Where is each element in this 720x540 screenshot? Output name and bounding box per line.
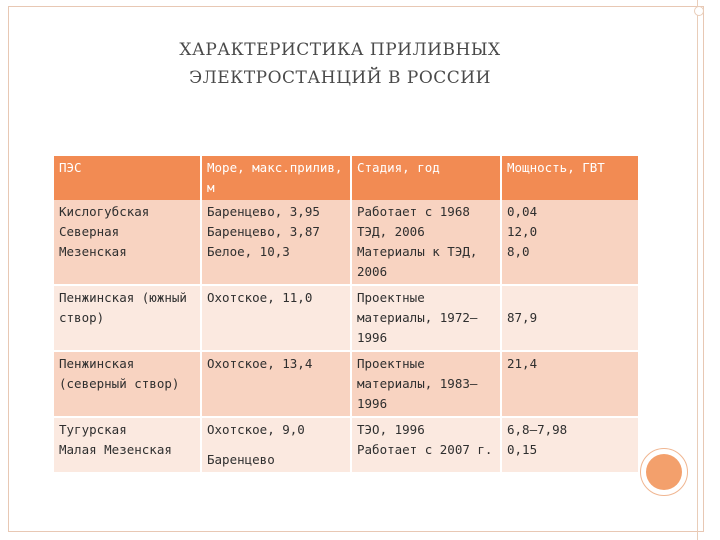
sea-value: Баренцево, 3,95 <box>207 204 320 219</box>
station-cell: Тугурская Малая Мезенская <box>54 416 201 472</box>
sea-value: Охотское, 11,0 <box>207 290 313 305</box>
stage-value: Проектные материалы, 1983—1996 <box>357 356 478 411</box>
stage-cell: ТЭО, 1996 Работает с 2007 г. <box>350 416 501 472</box>
power-cell: 6,8—7,98 0,15 <box>500 416 638 472</box>
title-line-1: ХАРАКТЕРИСТИКА ПРИЛИВНЫХ <box>179 40 501 60</box>
stage-value: ТЭД, 2006 <box>357 224 425 239</box>
sea-value: Белое, 10,3 <box>207 244 290 259</box>
power-value: 0,04 <box>507 204 538 219</box>
power-value: 0,15 <box>507 442 538 457</box>
decorative-orange-circle-icon <box>640 448 688 496</box>
stage-cell: Работает с 1968 ТЭД, 2006 Материалы к ТЭ… <box>350 200 501 285</box>
station-name: Кислогубская <box>59 204 150 219</box>
header-stage: Стадия, год <box>350 156 501 200</box>
power-cell: 21,4 <box>500 350 638 417</box>
station-cell: Пенжинская (северный створ) <box>54 350 201 417</box>
sea-cell: Охотское, 9,0 Баренцево <box>200 416 351 472</box>
header-station: ПЭС <box>54 156 201 200</box>
header-sea: Море, макс.прилив, м <box>200 156 351 200</box>
station-name: Тугурская <box>59 422 127 437</box>
table-row: Тугурская Малая Мезенская Охотское, 9,0 … <box>54 416 638 472</box>
title-line-2: ЭЛЕКТРОСТАНЦИЙ В РОССИИ <box>189 68 491 88</box>
station-name: Северная <box>59 224 120 239</box>
stage-value: ТЭО, 1996 <box>357 422 425 437</box>
header-power: Мощность, ГВТ <box>500 156 638 200</box>
table-row: Кислогубская Северная Мезенская Баренцев… <box>54 200 638 285</box>
stage-cell: Проектные материалы, 1972—1996 <box>350 284 501 351</box>
station-name: Малая Мезенская <box>59 442 172 457</box>
station-cell: Кислогубская Северная Мезенская <box>54 200 201 285</box>
power-value: 12,0 <box>507 224 538 239</box>
stage-value: Материалы к ТЭД, 2006 <box>357 244 478 279</box>
sea-cell: Баренцево, 3,95 Баренцево, 3,87 Белое, 1… <box>200 200 351 285</box>
table-header-row: ПЭС Море, макс.прилив, м Стадия, год Мощ… <box>54 156 638 200</box>
stage-value: Работает с 1968 <box>357 204 470 219</box>
power-value: 6,8—7,98 <box>507 422 568 437</box>
table-row: Пенжинская (южный створ) Охотское, 11,0 … <box>54 284 638 351</box>
power-cell: 0,04 12,0 8,0 <box>500 200 638 285</box>
sea-value: Охотское, 9,0 <box>207 422 305 437</box>
stage-cell: Проектные материалы, 1983—1996 <box>350 350 501 417</box>
slide-title: ХАРАКТЕРИСТИКА ПРИЛИВНЫХ ЭЛЕКТРОСТАНЦИЙ … <box>140 36 540 92</box>
power-value: 8,0 <box>507 244 530 259</box>
slide-frame <box>8 6 704 532</box>
decorative-vertical-line <box>697 0 698 540</box>
sea-value: Баренцево <box>207 452 275 467</box>
tidal-stations-table: ПЭС Море, макс.прилив, м Стадия, год Мощ… <box>54 156 638 472</box>
station-name: Пенжинская (южный створ) <box>59 290 187 325</box>
stage-value: Проектные материалы, 1972—1996 <box>357 290 478 345</box>
power-value: 21,4 <box>507 356 538 371</box>
decorative-orange-circle-fill <box>646 454 682 490</box>
station-name: Пенжинская (северный створ) <box>59 356 180 391</box>
sea-cell: Охотское, 13,4 <box>200 350 351 417</box>
power-cell: 87,9 <box>500 284 638 351</box>
stage-value: Работает с 2007 г. <box>357 442 493 457</box>
station-name: Мезенская <box>59 244 127 259</box>
sea-value: Охотское, 13,4 <box>207 356 313 371</box>
decorative-ring-icon <box>694 6 704 16</box>
table-row: Пенжинская (северный створ) Охотское, 13… <box>54 350 638 417</box>
sea-value: Баренцево, 3,87 <box>207 224 320 239</box>
sea-cell: Охотское, 11,0 <box>200 284 351 351</box>
station-cell: Пенжинская (южный створ) <box>54 284 201 351</box>
power-value: 87,9 <box>507 310 538 325</box>
